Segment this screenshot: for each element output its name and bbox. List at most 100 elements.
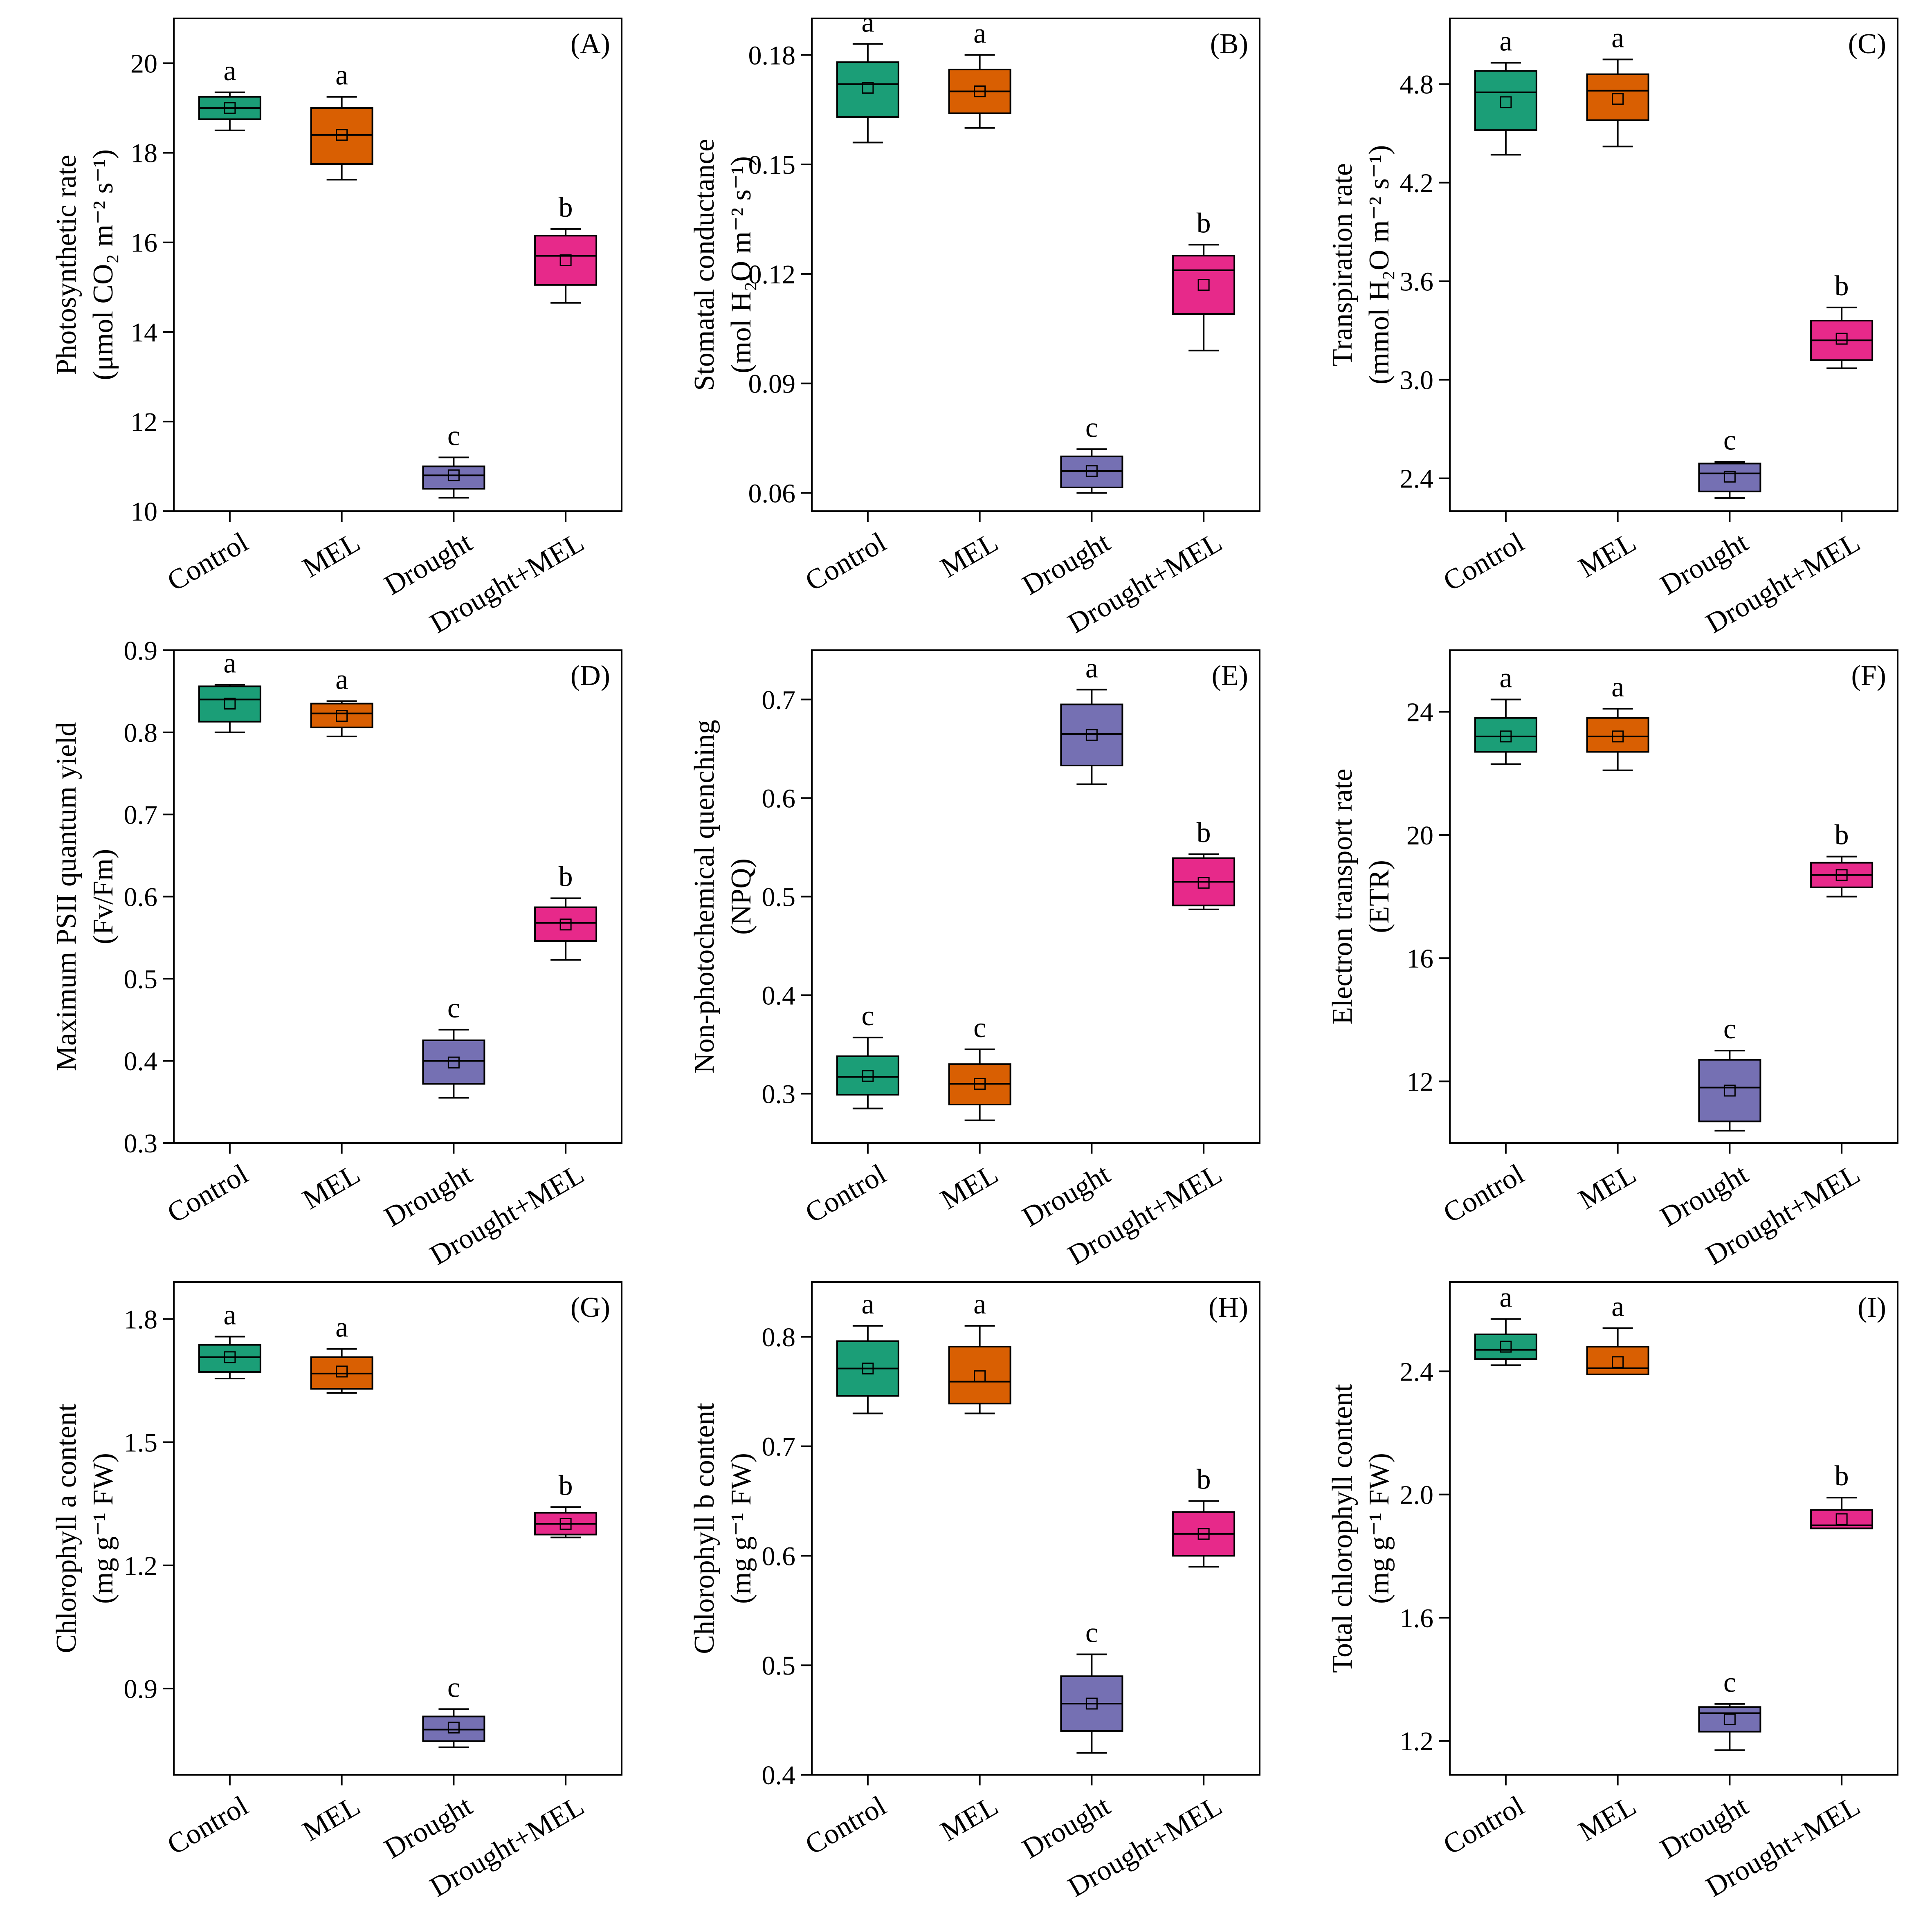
significance-letter: b bbox=[559, 861, 573, 893]
iqr-box bbox=[198, 1344, 261, 1373]
significance-letter: a bbox=[973, 18, 986, 49]
y-tick-label: 0.6 bbox=[762, 784, 796, 814]
panel-label: (I) bbox=[1858, 1292, 1886, 1323]
mean-marker bbox=[1612, 93, 1624, 105]
significance-letter: c bbox=[1723, 1013, 1736, 1045]
y-axis-title-units: (mg g⁻¹ FW) bbox=[726, 1453, 757, 1604]
y-axis-title-units: (Fv/Fm) bbox=[88, 849, 119, 944]
mean-marker bbox=[1723, 1084, 1736, 1097]
x-category-label: Control bbox=[1438, 1790, 1530, 1861]
x-category-label: Control bbox=[162, 1790, 254, 1861]
mean-marker bbox=[559, 1518, 572, 1530]
significance-letter: a bbox=[973, 1289, 986, 1320]
panel-label: (A) bbox=[571, 28, 610, 60]
panel-i: (I) 1.2 1.6 2.0 2.4 Total chlorophyll content… bbox=[1327, 1281, 1898, 1903]
significance-letter: c bbox=[861, 1000, 874, 1032]
significance-letter: b bbox=[1197, 207, 1211, 239]
y-tick-label: 18 bbox=[130, 139, 157, 168]
y-tick-label: 0.4 bbox=[762, 981, 796, 1011]
panel-b: (B) 0.06 0.09 0.12 0.15 0.18 Stomatal conducta… bbox=[689, 7, 1260, 640]
mean-marker bbox=[224, 1351, 236, 1363]
y-tick-label: 0.8 bbox=[124, 718, 158, 748]
y-tick-label: 0.6 bbox=[762, 1541, 796, 1571]
box-group: Control a bbox=[162, 647, 261, 1229]
iqr-box bbox=[310, 703, 373, 728]
iqr-box bbox=[534, 235, 598, 286]
box-group: Control a bbox=[162, 55, 261, 597]
x-category-label: Control bbox=[800, 1790, 892, 1861]
plot-frame bbox=[173, 1281, 622, 1776]
iqr-box bbox=[422, 1039, 485, 1085]
y-tick-label: 0.12 bbox=[748, 260, 796, 290]
mean-marker bbox=[559, 918, 572, 931]
mean-marker bbox=[1500, 730, 1512, 743]
mean-marker bbox=[1085, 729, 1098, 741]
y-tick-label: 3.0 bbox=[1400, 366, 1434, 395]
mean-marker bbox=[1197, 877, 1210, 889]
significance-letter: b bbox=[1835, 270, 1849, 302]
significance-letter: a bbox=[223, 647, 236, 679]
iqr-box bbox=[310, 107, 373, 165]
iqr-box bbox=[1586, 1346, 1649, 1375]
y-tick-label: 0.18 bbox=[748, 40, 796, 70]
mean-marker bbox=[1723, 1713, 1736, 1725]
iqr-box bbox=[1474, 1334, 1537, 1360]
plot-frame bbox=[1449, 18, 1898, 512]
mean-marker bbox=[447, 469, 460, 481]
x-category-label: Control bbox=[800, 1158, 892, 1229]
y-tick-label: 16 bbox=[1406, 944, 1433, 974]
y-tick-label: 0.7 bbox=[762, 1432, 796, 1462]
significance-letter: b bbox=[1835, 820, 1849, 851]
y-tick-label: 0.7 bbox=[124, 800, 158, 830]
y-axis-title-units: (ETR) bbox=[1364, 860, 1395, 933]
significance-letter: b bbox=[559, 1470, 573, 1501]
significance-letter: c bbox=[447, 420, 460, 452]
y-axis-title: Maximum PSII quantum yield bbox=[51, 722, 82, 1071]
y-tick-label: 0.15 bbox=[748, 150, 796, 180]
y-tick-label: 4.2 bbox=[1400, 168, 1434, 198]
significance-letter: a bbox=[335, 1312, 348, 1343]
y-tick-label: 4.8 bbox=[1400, 70, 1434, 100]
mean-marker bbox=[1835, 332, 1848, 345]
box-group: MEL a bbox=[297, 664, 373, 1216]
y-tick-label: 1.8 bbox=[124, 1305, 158, 1334]
iqr-box bbox=[836, 1055, 899, 1096]
y-tick-label: 16 bbox=[130, 228, 157, 258]
significance-letter: a bbox=[1611, 1291, 1624, 1322]
box-group: MEL a bbox=[297, 60, 373, 584]
x-category-label: MEL bbox=[297, 526, 365, 584]
significance-letter: a bbox=[335, 60, 348, 91]
mean-marker bbox=[1835, 869, 1848, 881]
y-axis-title: Electron transport rate bbox=[1327, 769, 1358, 1025]
y-tick-label: 3.6 bbox=[1400, 267, 1434, 297]
significance-letter: b bbox=[559, 192, 573, 223]
y-tick-label: 14 bbox=[130, 318, 157, 348]
mean-marker bbox=[336, 1365, 348, 1378]
iqr-box bbox=[534, 906, 598, 942]
y-axis-title-units: (mol H₂O m⁻² s⁻¹) bbox=[726, 156, 757, 373]
x-category-label: MEL bbox=[1573, 1790, 1641, 1848]
x-category-label: Control bbox=[1438, 1158, 1530, 1229]
mean-marker bbox=[1500, 1340, 1512, 1353]
significance-letter: a bbox=[223, 55, 236, 87]
x-category-label: MEL bbox=[297, 1158, 365, 1216]
mean-marker bbox=[447, 1056, 460, 1069]
plot-frame bbox=[1449, 649, 1898, 1144]
iqr-box bbox=[1586, 73, 1649, 121]
box-group: MEL a bbox=[1573, 1291, 1649, 1848]
y-tick-label: 0.5 bbox=[762, 1651, 796, 1681]
significance-letter: a bbox=[335, 664, 348, 696]
panel-label: (H) bbox=[1209, 1292, 1248, 1323]
significance-letter: a bbox=[1085, 652, 1098, 684]
plot-frame bbox=[173, 649, 622, 1144]
y-axis-title-units: (μmol CO₂ m⁻² s⁻¹) bbox=[88, 149, 119, 380]
y-axis-title: Non-photochemical quenching bbox=[689, 720, 720, 1073]
y-tick-label: 20 bbox=[130, 49, 157, 79]
x-category-label: MEL bbox=[935, 1790, 1003, 1848]
significance-letter: a bbox=[861, 7, 874, 38]
box-group: MEL a bbox=[935, 1289, 1011, 1848]
iqr-box bbox=[1060, 456, 1123, 488]
